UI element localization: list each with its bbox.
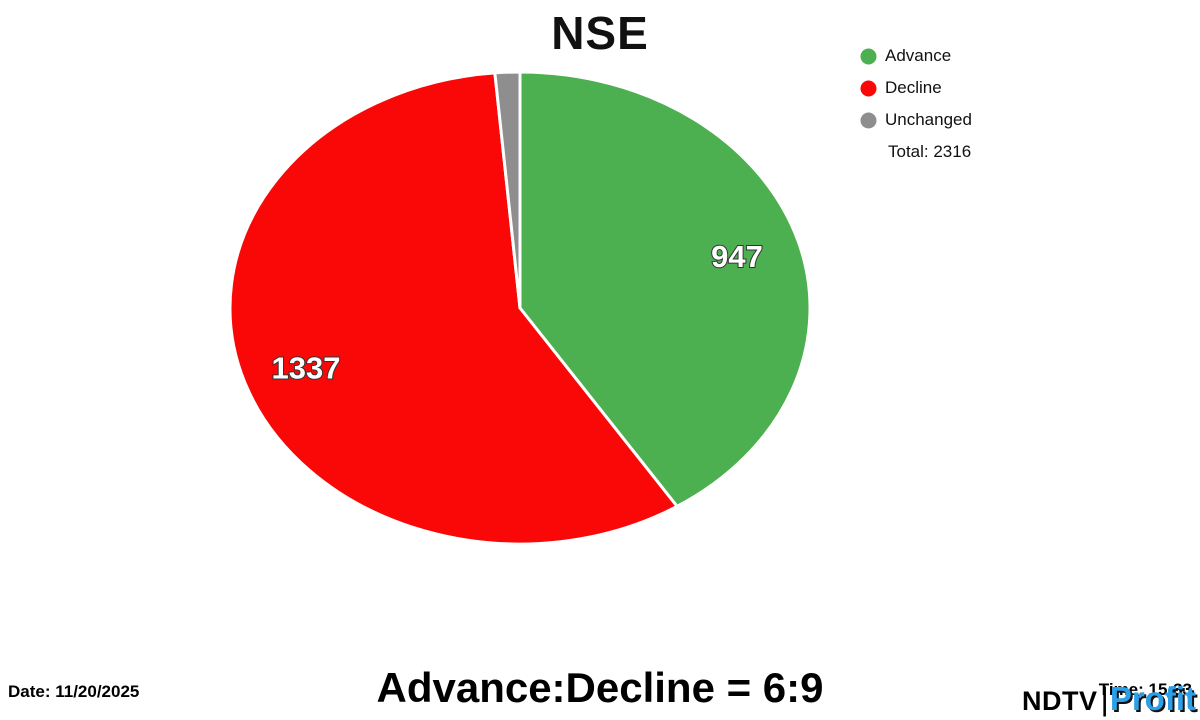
legend-item-decline: Decline [860, 72, 972, 104]
logo-separator: | [1100, 681, 1109, 717]
legend-item-advance: Advance [860, 40, 972, 72]
ndtv-logo-text: NDTV [1022, 686, 1098, 716]
legend-label-advance: Advance [885, 46, 952, 65]
legend-label-decline: Decline [885, 78, 942, 97]
legend-label-unchanged: Unchanged [885, 110, 972, 129]
date-label: Date: 11/20/2025 [8, 682, 140, 701]
legend-marker-advance [860, 48, 877, 64]
legend-marker-decline [860, 80, 877, 96]
chart-title: NSE [551, 7, 649, 59]
chart-legend: Advance Decline Unchanged Total: 2316 [860, 40, 972, 168]
slice-value-label-advance: 947 [711, 239, 763, 274]
legend-marker-unchanged [860, 112, 877, 128]
legend-item-unchanged: Unchanged [860, 104, 972, 136]
pie-slice-decline [228, 71, 679, 546]
profit-logo-text: Profit [1109, 680, 1196, 717]
legend-marker-decline-icon [860, 80, 877, 96]
slice-value-label-decline: 1337 [272, 351, 341, 386]
ndtv-profit-logo: NDTV | Profit [1022, 680, 1196, 718]
ratio-title: Advance:Decline = 6:9 [376, 664, 824, 711]
time-label: Time: 15:33 [1098, 680, 1192, 699]
pie-slice-unchanged [493, 70, 522, 310]
legend-marker-advance-icon [860, 48, 877, 64]
legend-marker-unchanged-icon [860, 112, 877, 128]
legend-total: Total: 2316 [888, 142, 972, 161]
